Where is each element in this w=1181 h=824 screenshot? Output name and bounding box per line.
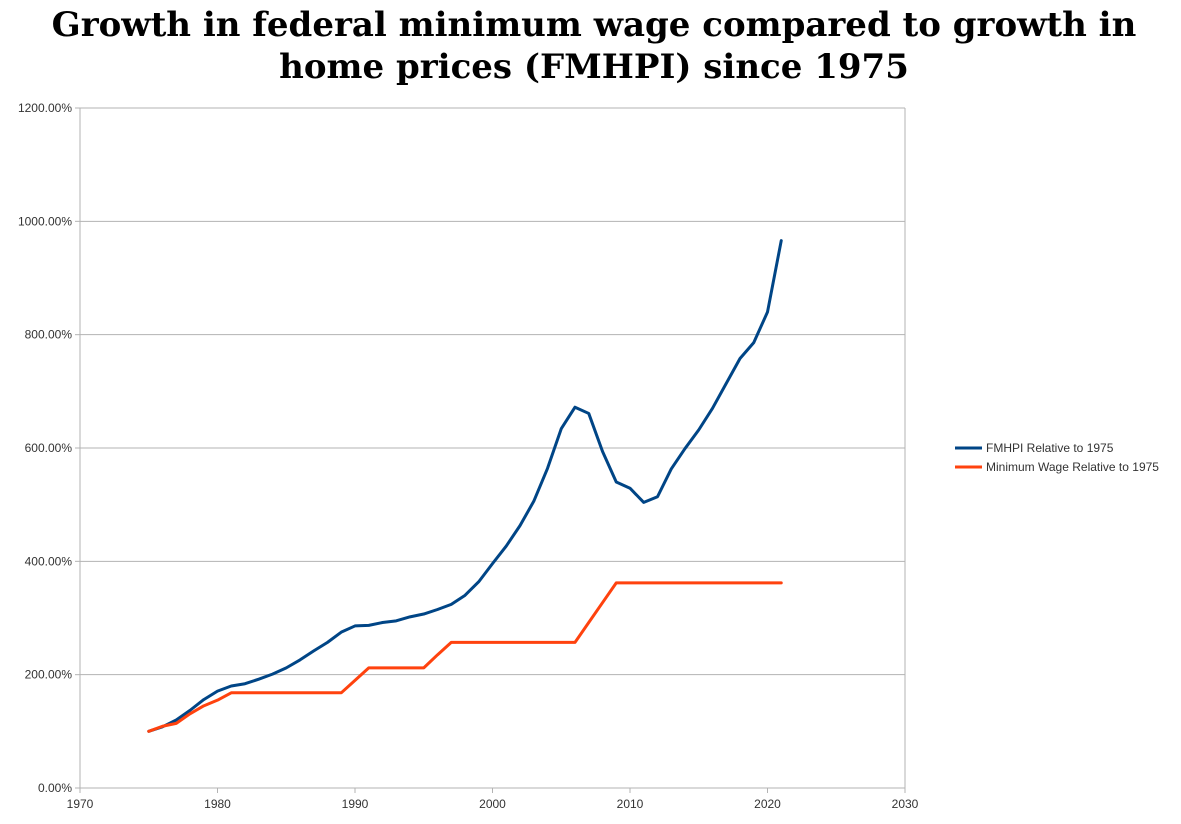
y-tick-label: 0.00% [38, 781, 72, 795]
chart-title: Growth in federal minimum wage compared … [51, 5, 1137, 87]
series-line-2 [147, 581, 783, 733]
x-tick-label: 2030 [892, 797, 919, 811]
x-tick-label: 2010 [617, 797, 644, 811]
x-tick-label: 2000 [479, 797, 506, 811]
x-tick-label: 1980 [204, 797, 231, 811]
y-tick-label: 400.00% [25, 554, 73, 568]
y-tick-label: 600.00% [25, 441, 73, 455]
y-tick-label: 200.00% [25, 668, 73, 682]
series-line-1 [147, 239, 783, 733]
x-tick-label: 1970 [67, 797, 94, 811]
y-tick-label: 800.00% [25, 328, 73, 342]
legend-label-1: FMHPI Relative to 1975 [986, 441, 1114, 455]
x-tick-label: 2020 [754, 797, 781, 811]
legend-label-2: Minimum Wage Relative to 1975 [986, 460, 1159, 474]
y-tick-label: 1000.00% [18, 214, 72, 228]
x-tick-label: 1990 [342, 797, 369, 811]
legend: FMHPI Relative to 1975 Minimum Wage Relat… [955, 441, 1159, 474]
y-tick-label: 1200.00% [18, 101, 72, 115]
gridlines [80, 107, 906, 788]
axes: 0.00% 200.00% 400.00% 600.00% 800.00% 1000.00… [18, 101, 919, 811]
series-lines [147, 239, 783, 733]
